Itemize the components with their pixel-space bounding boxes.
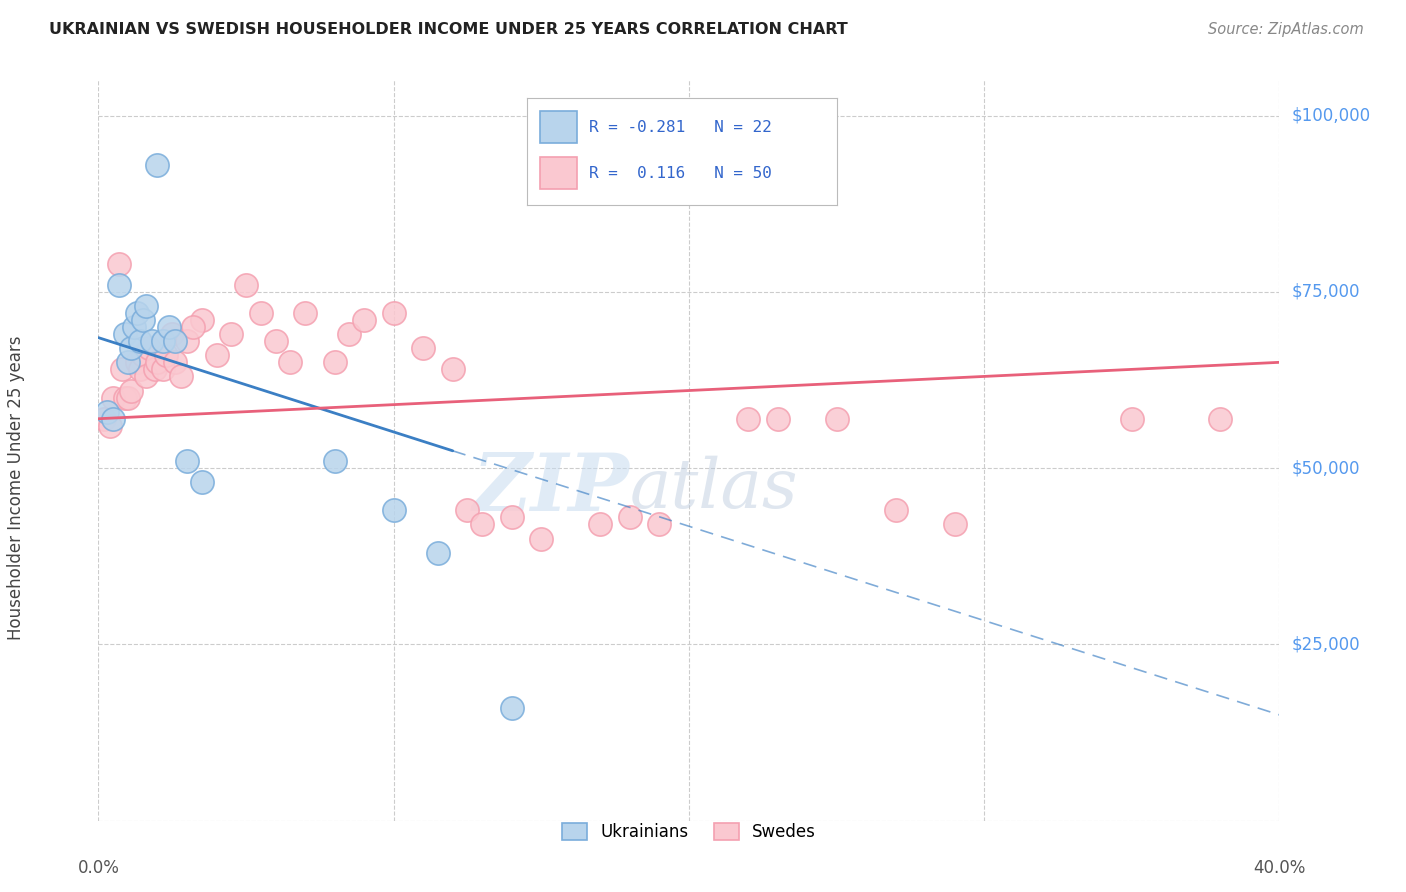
Text: atlas: atlas — [630, 456, 799, 523]
Legend: Ukrainians, Swedes: Ukrainians, Swedes — [554, 814, 824, 849]
Point — [457, 503, 479, 517]
Point — [339, 327, 361, 342]
Point — [382, 306, 405, 320]
Point — [157, 320, 180, 334]
Point — [382, 503, 405, 517]
Point — [176, 454, 198, 468]
Point — [176, 334, 198, 348]
Point — [132, 348, 155, 362]
Point — [108, 277, 131, 292]
Text: ZIP: ZIP — [472, 450, 630, 528]
Point — [120, 341, 142, 355]
Text: Householder Income Under 25 years: Householder Income Under 25 years — [7, 335, 25, 640]
Point — [619, 510, 641, 524]
Point — [1121, 411, 1143, 425]
Point — [323, 355, 346, 369]
Point — [353, 313, 375, 327]
Point — [117, 391, 139, 405]
Point — [125, 306, 148, 320]
Bar — [540, 111, 576, 143]
Point — [143, 362, 166, 376]
Text: R = -0.281   N = 22: R = -0.281 N = 22 — [589, 120, 772, 135]
Point — [766, 411, 789, 425]
Point — [471, 517, 494, 532]
Point — [111, 362, 134, 376]
Point — [191, 313, 214, 327]
Point — [648, 517, 671, 532]
Point — [205, 348, 228, 362]
Point — [108, 257, 131, 271]
Text: UKRAINIAN VS SWEDISH HOUSEHOLDER INCOME UNDER 25 YEARS CORRELATION CHART: UKRAINIAN VS SWEDISH HOUSEHOLDER INCOME … — [49, 22, 848, 37]
Point — [181, 320, 204, 334]
Point — [135, 299, 157, 313]
Point — [98, 418, 121, 433]
Point — [530, 532, 553, 546]
Point — [235, 277, 257, 292]
Point — [501, 510, 523, 524]
Point — [250, 306, 273, 320]
Point — [294, 306, 316, 320]
Point — [501, 701, 523, 715]
Text: 40.0%: 40.0% — [1253, 859, 1306, 878]
Point — [114, 391, 136, 405]
Text: $50,000: $50,000 — [1291, 459, 1360, 477]
Point — [155, 348, 177, 362]
Point — [825, 411, 848, 425]
Point — [114, 327, 136, 342]
Point — [141, 334, 163, 348]
Point — [165, 334, 187, 348]
Point — [221, 327, 243, 342]
Point — [264, 334, 287, 348]
Point — [120, 384, 142, 398]
Point — [943, 517, 966, 532]
Point — [117, 355, 139, 369]
Point — [138, 341, 160, 355]
Point — [135, 369, 157, 384]
Point — [122, 320, 145, 334]
Point — [165, 355, 187, 369]
Point — [152, 362, 174, 376]
Point — [884, 503, 907, 517]
Point — [280, 355, 302, 369]
Point — [323, 454, 346, 468]
Point — [128, 334, 150, 348]
Text: $25,000: $25,000 — [1291, 635, 1360, 653]
Point — [170, 369, 193, 384]
Point — [441, 362, 464, 376]
Point — [96, 405, 118, 419]
Point — [412, 341, 434, 355]
Point — [128, 362, 150, 376]
Point — [103, 391, 125, 405]
Text: Source: ZipAtlas.com: Source: ZipAtlas.com — [1208, 22, 1364, 37]
Bar — [540, 157, 576, 189]
Text: $75,000: $75,000 — [1291, 283, 1360, 301]
Point — [589, 517, 612, 532]
Point — [737, 411, 759, 425]
Point — [125, 355, 148, 369]
Point — [427, 546, 450, 560]
Point — [146, 158, 169, 172]
Point — [162, 327, 183, 342]
Point — [103, 411, 125, 425]
Point — [152, 334, 174, 348]
Text: R =  0.116   N = 50: R = 0.116 N = 50 — [589, 166, 772, 180]
Point — [93, 411, 115, 425]
Point — [191, 475, 214, 490]
Point — [132, 313, 155, 327]
Point — [146, 355, 169, 369]
Text: 0.0%: 0.0% — [77, 859, 120, 878]
Text: $100,000: $100,000 — [1291, 106, 1371, 125]
Point — [1209, 411, 1232, 425]
